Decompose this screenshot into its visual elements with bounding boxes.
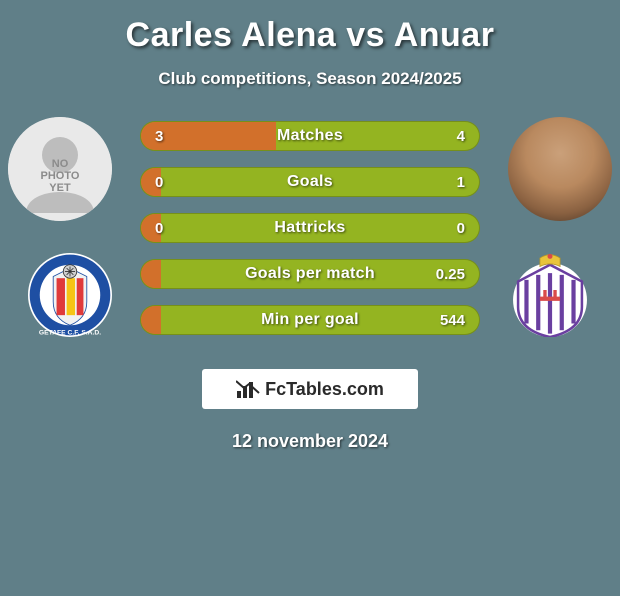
stat-label: Min per goal bbox=[141, 306, 479, 334]
stat-label: Goals bbox=[141, 168, 479, 196]
brand-text: FcTables.com bbox=[265, 379, 384, 400]
svg-text:GETAFE C.F. S.A.D.: GETAFE C.F. S.A.D. bbox=[39, 329, 101, 336]
stat-value-right: 0 bbox=[457, 214, 465, 242]
stat-row: Goals per match0.25 bbox=[140, 259, 480, 289]
stat-row: Min per goal544 bbox=[140, 305, 480, 335]
comparison-panel: NO PHOTO YET GETAFE C.F. S.A.D. bbox=[0, 117, 620, 367]
no-photo-icon: NO PHOTO YET bbox=[8, 117, 112, 221]
brand-badge: FcTables.com bbox=[202, 369, 418, 409]
date-text: 12 november 2024 bbox=[0, 431, 620, 452]
stat-value-right: 4 bbox=[457, 122, 465, 150]
stat-value-right: 1 bbox=[457, 168, 465, 196]
player-left-avatar: NO PHOTO YET bbox=[8, 117, 112, 221]
subtitle: Club competitions, Season 2024/2025 bbox=[0, 69, 620, 89]
stat-label: Matches bbox=[141, 122, 479, 150]
stat-row: 0Goals1 bbox=[140, 167, 480, 197]
stat-row: 3Matches4 bbox=[140, 121, 480, 151]
stat-label: Goals per match bbox=[141, 260, 479, 288]
stat-bars: 3Matches40Goals10Hattricks0Goals per mat… bbox=[140, 121, 480, 351]
page-title: Carles Alena vs Anuar bbox=[0, 16, 620, 55]
player-photo-icon bbox=[508, 117, 612, 221]
getafe-crest-icon: GETAFE C.F. S.A.D. bbox=[28, 253, 112, 337]
stat-label: Hattricks bbox=[141, 214, 479, 242]
club-left-badge: GETAFE C.F. S.A.D. bbox=[28, 253, 112, 337]
player-right-avatar bbox=[508, 117, 612, 221]
stat-row: 0Hattricks0 bbox=[140, 213, 480, 243]
stat-value-right: 544 bbox=[440, 306, 465, 334]
bar-chart-icon bbox=[236, 379, 260, 399]
stat-value-right: 0.25 bbox=[436, 260, 465, 288]
club-right-badge bbox=[508, 253, 592, 337]
svg-text:PHOTO: PHOTO bbox=[41, 170, 80, 182]
svg-text:NO: NO bbox=[52, 158, 69, 170]
valladolid-crest-icon bbox=[508, 253, 592, 337]
svg-text:YET: YET bbox=[49, 182, 71, 194]
